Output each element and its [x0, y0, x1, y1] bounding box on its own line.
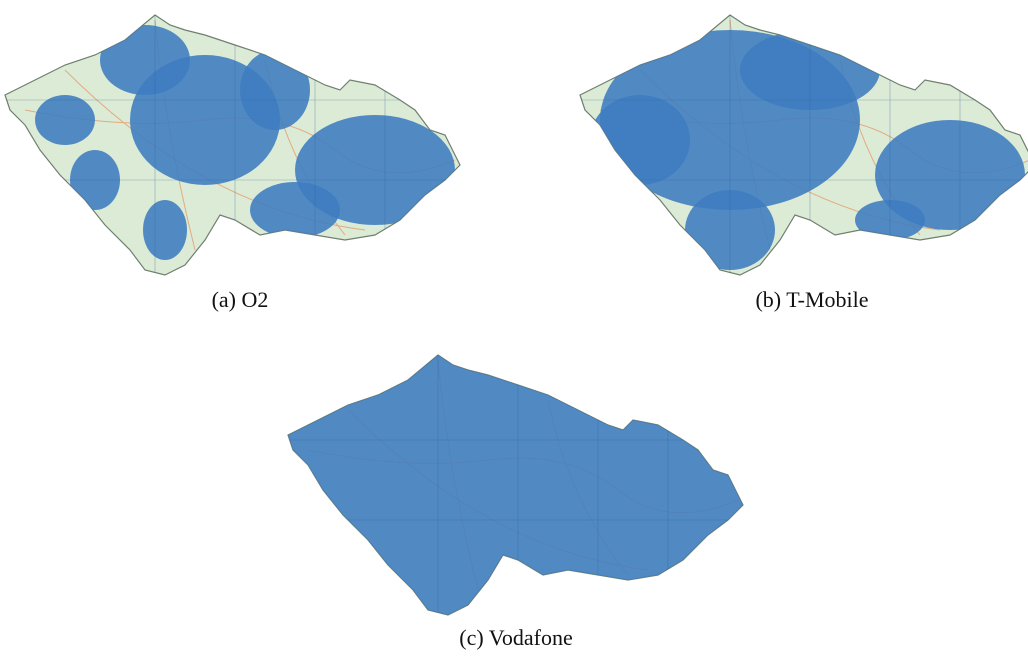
- caption: (b) T-Mobile: [755, 287, 868, 312]
- map-t-mobile: [580, 10, 1028, 275]
- caption: (a) O2: [212, 287, 269, 312]
- map-o2: [5, 10, 460, 275]
- figure: (a) O2 (b) T-Mobile (c) Vodafone: [0, 0, 1028, 660]
- caption: (c) Vodafone: [459, 625, 572, 650]
- map-vodafone: [288, 350, 743, 620]
